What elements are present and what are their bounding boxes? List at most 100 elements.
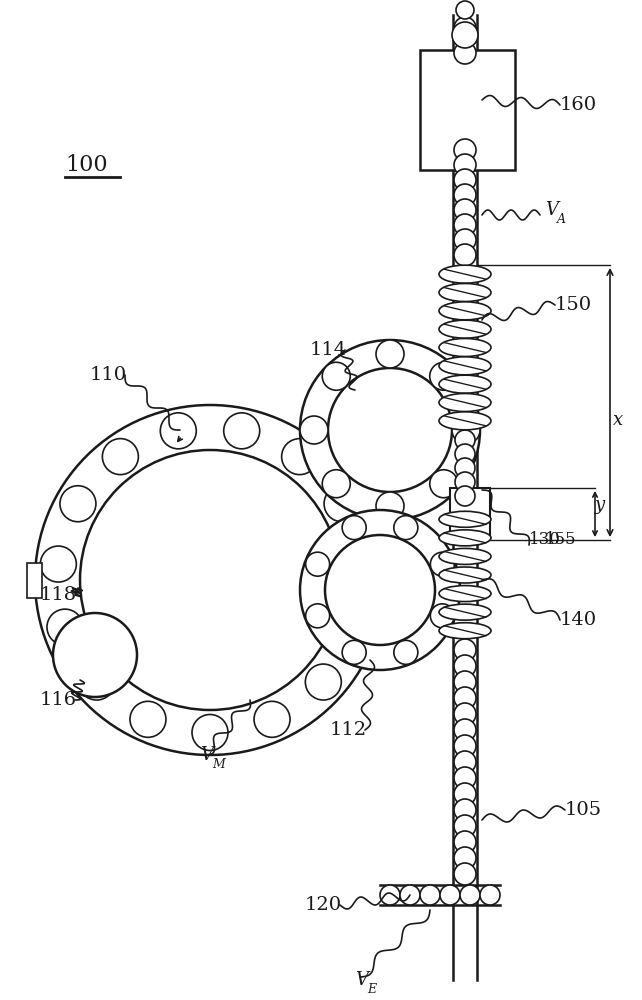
Circle shape (53, 613, 137, 697)
Circle shape (306, 664, 342, 700)
Circle shape (376, 340, 404, 368)
Circle shape (454, 214, 476, 236)
Circle shape (102, 439, 139, 475)
Text: 114: 114 (310, 341, 347, 359)
Circle shape (455, 458, 475, 478)
Circle shape (460, 885, 480, 905)
Circle shape (300, 416, 328, 444)
Circle shape (380, 885, 400, 905)
Circle shape (454, 831, 476, 853)
Circle shape (322, 362, 351, 390)
Circle shape (454, 703, 476, 725)
Circle shape (454, 639, 476, 661)
Text: 120: 120 (305, 896, 342, 914)
Circle shape (324, 486, 360, 522)
Ellipse shape (439, 530, 491, 546)
Text: M: M (212, 758, 225, 771)
Circle shape (282, 439, 318, 475)
Circle shape (322, 470, 351, 498)
Circle shape (454, 719, 476, 741)
Circle shape (456, 1, 474, 19)
Text: 130: 130 (529, 532, 561, 548)
Circle shape (394, 640, 418, 664)
Circle shape (40, 546, 76, 582)
Circle shape (455, 486, 475, 506)
Ellipse shape (439, 357, 491, 375)
Text: 100: 100 (65, 154, 108, 176)
Circle shape (454, 169, 476, 191)
Circle shape (454, 154, 476, 176)
Circle shape (454, 687, 476, 709)
Text: 150: 150 (555, 296, 592, 314)
Ellipse shape (439, 412, 491, 430)
Circle shape (343, 546, 379, 582)
Circle shape (455, 472, 475, 492)
Ellipse shape (439, 284, 491, 302)
Circle shape (454, 815, 476, 837)
Circle shape (454, 655, 476, 677)
Circle shape (430, 552, 455, 576)
Circle shape (480, 885, 500, 905)
Circle shape (394, 516, 418, 540)
Circle shape (440, 885, 460, 905)
Text: E: E (367, 983, 376, 996)
Ellipse shape (439, 302, 491, 320)
Circle shape (328, 368, 452, 492)
Circle shape (454, 139, 476, 161)
Circle shape (337, 609, 373, 645)
Circle shape (400, 885, 420, 905)
Circle shape (455, 430, 475, 450)
Circle shape (160, 413, 196, 449)
Text: y: y (595, 496, 605, 514)
Circle shape (430, 604, 455, 628)
Bar (450, 488, 490, 538)
Circle shape (300, 510, 460, 670)
Circle shape (454, 735, 476, 757)
Circle shape (454, 671, 476, 693)
Circle shape (376, 492, 404, 520)
Circle shape (454, 229, 476, 251)
Circle shape (342, 516, 366, 540)
Text: V: V (545, 201, 558, 219)
Ellipse shape (439, 586, 491, 602)
Circle shape (454, 42, 476, 64)
Ellipse shape (439, 338, 491, 357)
Circle shape (130, 701, 166, 737)
Ellipse shape (439, 265, 491, 283)
Ellipse shape (439, 548, 491, 564)
Text: 105: 105 (565, 801, 602, 819)
Text: 116: 116 (40, 691, 77, 709)
Circle shape (452, 22, 478, 48)
Circle shape (254, 701, 290, 737)
Circle shape (454, 17, 476, 39)
Circle shape (454, 184, 476, 206)
Circle shape (454, 799, 476, 821)
Circle shape (79, 664, 115, 700)
Ellipse shape (439, 375, 491, 393)
Text: 160: 160 (560, 96, 597, 114)
Circle shape (420, 885, 440, 905)
Text: V: V (200, 746, 213, 764)
Circle shape (192, 714, 228, 750)
Circle shape (306, 604, 329, 628)
Circle shape (455, 444, 475, 464)
Circle shape (306, 552, 329, 576)
Circle shape (454, 244, 476, 266)
Text: 110: 110 (90, 366, 127, 384)
Bar (27, 563, 42, 598)
Text: A: A (557, 213, 566, 226)
Text: 118: 118 (40, 586, 77, 604)
Text: x: x (613, 411, 623, 429)
Text: 112: 112 (330, 721, 367, 739)
Circle shape (80, 450, 340, 710)
Circle shape (325, 535, 435, 645)
Ellipse shape (439, 320, 491, 338)
Circle shape (454, 751, 476, 773)
Circle shape (454, 783, 476, 805)
Ellipse shape (439, 511, 491, 527)
Circle shape (454, 767, 476, 789)
Circle shape (300, 340, 480, 520)
Text: V: V (355, 971, 368, 989)
Circle shape (47, 609, 83, 645)
Circle shape (223, 413, 260, 449)
